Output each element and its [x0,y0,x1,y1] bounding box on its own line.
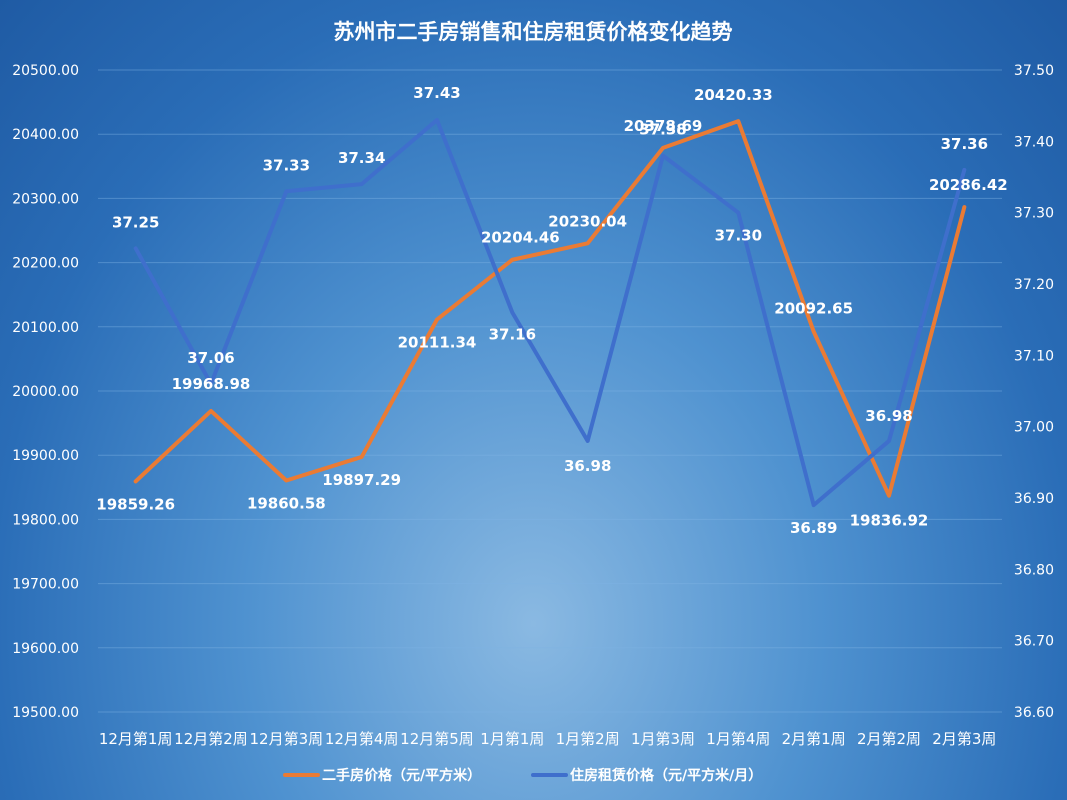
data-label: 36.89 [790,519,837,537]
legend-label-resale: 二手房价格（元/平方米） [322,767,481,784]
legend-label-rent: 住房租赁价格（元/平方米/月） [570,767,762,784]
right-axis-ticks: 36.60 36.70 36.80 36.90 37.00 37.10 37.20 37.30… [1014,63,1054,721]
left-tick-label: 19800.00 [12,512,79,528]
right-tick-label: 36.80 [1014,562,1054,578]
left-tick-label: 20000.00 [12,384,79,400]
x-tick-label: 1月第3周 [631,730,695,748]
data-label: 20092.65 [774,300,853,318]
data-label: 19859.26 [96,495,175,513]
gridlines [98,69,1002,713]
x-tick-label: 1月第4周 [706,730,770,748]
data-label: 37.38 [639,121,686,139]
data-label: 20111.34 [398,334,477,352]
data-label: 20230.04 [548,212,627,230]
x-tick-label: 12月第3周 [250,730,324,748]
data-label: 19897.29 [322,471,401,489]
data-label: 37.33 [263,156,310,174]
right-tick-label: 36.90 [1014,491,1054,507]
right-tick-label: 37.00 [1014,420,1054,436]
data-label: 36.98 [865,407,912,425]
left-tick-label: 20500.00 [12,63,79,79]
x-tick-label: 1月第2周 [556,730,620,748]
data-label: 20420.33 [694,86,773,104]
left-tick-label: 20200.00 [12,256,79,272]
right-tick-label: 37.20 [1014,277,1054,293]
x-tick-label: 1月第1周 [480,730,544,748]
x-tick-label: 2月第1周 [782,730,846,748]
chart-title: 苏州市二手房销售和住房租赁价格变化趋势 [334,20,733,44]
data-label: 36.98 [564,457,611,475]
left-axis-ticks: 19500.00 19600.00 19700.00 19800.00 19900.00… [12,63,79,721]
data-label: 37.06 [187,349,234,367]
series-lines [133,117,967,508]
data-labels: 19859.26 19968.98 19860.58 19897.29 20111.34… [96,84,1007,537]
left-tick-label: 19700.00 [12,577,79,593]
data-label: 37.16 [489,326,536,344]
x-axis-ticks: 12月第1周 12月第2周 12月第3周 12月第4周 12月第5周 1月第1周 1月第2周… [99,730,997,748]
left-tick-label: 20400.00 [12,127,79,143]
x-tick-label: 12月第2周 [174,730,248,748]
left-tick-label: 20300.00 [12,191,79,207]
left-tick-label: 19600.00 [12,641,79,657]
right-tick-label: 37.50 [1014,63,1054,79]
right-tick-label: 37.30 [1014,206,1054,222]
left-tick-label: 20100.00 [12,320,79,336]
data-label: 20286.42 [929,176,1008,194]
data-label: 19836.92 [850,512,929,530]
left-tick-label: 19900.00 [12,448,79,464]
legend: 二手房价格（元/平方米） 住房租赁价格（元/平方米/月） [283,767,762,784]
x-tick-label: 2月第3周 [932,730,996,748]
x-tick-label: 12月第1周 [99,730,173,748]
data-label: 37.34 [338,149,385,167]
data-label: 20204.46 [481,229,560,247]
right-tick-label: 36.60 [1014,705,1054,721]
x-tick-label: 12月第5周 [400,730,474,748]
x-tick-label: 12月第4周 [325,730,399,748]
series-line-1 [133,117,967,508]
x-tick-label: 2月第2周 [857,730,921,748]
data-label: 37.25 [112,213,159,231]
data-label: 20378.69 [624,117,703,135]
data-label: 37.30 [715,227,762,245]
data-label: 37.36 [941,135,988,153]
data-label: 19860.58 [247,495,326,513]
right-tick-label: 36.70 [1014,634,1054,650]
right-tick-label: 37.40 [1014,134,1054,150]
right-tick-label: 37.10 [1014,348,1054,364]
series-line-0 [133,119,967,498]
left-tick-label: 19500.00 [12,705,79,721]
data-label: 19968.98 [172,375,251,393]
data-label: 37.43 [413,84,460,102]
